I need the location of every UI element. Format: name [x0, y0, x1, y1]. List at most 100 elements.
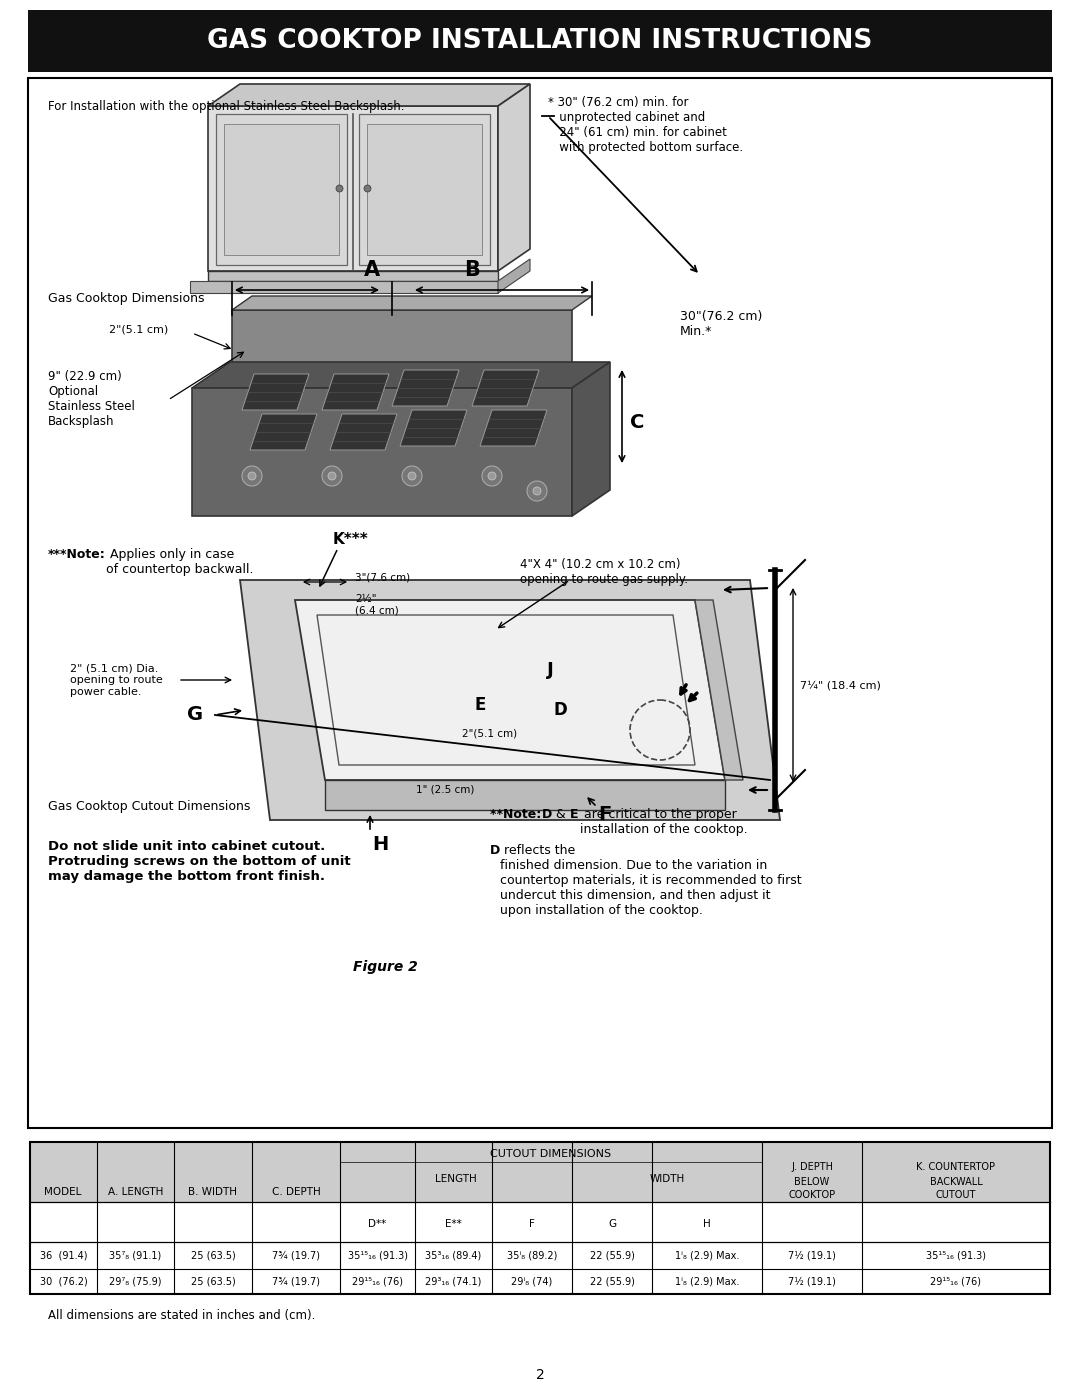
Text: * 30" (76.2 cm) min. for
   unprotected cabinet and
   24" (61 cm) min. for cabi: * 30" (76.2 cm) min. for unprotected cab… — [548, 96, 743, 154]
Text: F: F — [598, 806, 611, 824]
Text: LENGTH: LENGTH — [435, 1173, 477, 1185]
Text: A: A — [364, 260, 380, 279]
Polygon shape — [232, 296, 592, 310]
Text: **Note:: **Note: — [490, 807, 545, 821]
Text: ***Note:: ***Note: — [48, 548, 106, 562]
Polygon shape — [295, 599, 725, 780]
Polygon shape — [392, 370, 459, 407]
Polygon shape — [498, 258, 530, 293]
Text: Gas Cooktop Cutout Dimensions: Gas Cooktop Cutout Dimensions — [48, 800, 251, 813]
Text: 29ⁱ₈ (74): 29ⁱ₈ (74) — [511, 1277, 553, 1287]
Polygon shape — [400, 409, 467, 446]
Text: GAS COOKTOP INSTALLATION INSTRUCTIONS: GAS COOKTOP INSTALLATION INSTRUCTIONS — [207, 28, 873, 54]
Circle shape — [322, 467, 342, 486]
Text: BACKWALL: BACKWALL — [930, 1178, 983, 1187]
Polygon shape — [472, 370, 539, 407]
Bar — [28, 78, 1052, 1127]
Text: D: D — [490, 844, 500, 856]
Text: All dimensions are stated in inches and (cm).: All dimensions are stated in inches and … — [48, 1309, 315, 1322]
Text: 7½ (19.1): 7½ (19.1) — [788, 1277, 836, 1287]
Text: B. WIDTH: B. WIDTH — [189, 1187, 238, 1197]
Polygon shape — [696, 599, 743, 780]
Text: CUTOUT DIMENSIONS: CUTOUT DIMENSIONS — [490, 1148, 611, 1160]
Text: MODEL: MODEL — [44, 1187, 82, 1197]
Text: 1ⁱ₈ (2.9) Max.: 1ⁱ₈ (2.9) Max. — [675, 1250, 739, 1261]
Polygon shape — [242, 374, 309, 409]
Bar — [28, 10, 1052, 73]
Text: 30  (76.2): 30 (76.2) — [40, 1277, 87, 1287]
Text: CUTOUT: CUTOUT — [935, 1190, 976, 1200]
Circle shape — [482, 467, 502, 486]
Text: 35³₁₆ (89.4): 35³₁₆ (89.4) — [426, 1250, 482, 1261]
Text: J: J — [546, 661, 553, 679]
Polygon shape — [572, 362, 610, 515]
Circle shape — [328, 472, 336, 481]
Bar — [30, 1141, 1050, 1294]
Bar — [232, 310, 572, 390]
Text: are critical to the proper
installation of the cooktop.: are critical to the proper installation … — [580, 807, 752, 835]
Text: 1ⁱ₈ (2.9) Max.: 1ⁱ₈ (2.9) Max. — [675, 1277, 739, 1287]
Text: &: & — [552, 807, 570, 821]
Text: E: E — [474, 696, 486, 714]
Text: For Installation with the optional Stainless Steel Backsplash.: For Installation with the optional Stain… — [48, 101, 405, 113]
Text: 30"(76.2 cm)
Min.*: 30"(76.2 cm) Min.* — [680, 310, 762, 338]
Text: 35ⁱ₈ (89.2): 35ⁱ₈ (89.2) — [507, 1250, 557, 1261]
Bar — [208, 271, 498, 281]
Text: A. LENGTH: A. LENGTH — [108, 1187, 164, 1197]
Polygon shape — [325, 780, 725, 810]
Text: K***: K*** — [333, 532, 368, 548]
Text: Figure 2: Figure 2 — [353, 960, 417, 974]
Text: 2"(5.1 cm): 2"(5.1 cm) — [462, 728, 517, 738]
Polygon shape — [192, 362, 610, 388]
Polygon shape — [208, 84, 530, 106]
Bar — [208, 106, 498, 271]
Text: J. DEPTH: J. DEPTH — [791, 1162, 833, 1172]
Bar — [359, 115, 490, 265]
Text: 9" (22.9 cm)
Optional
Stainless Steel
Backsplash: 9" (22.9 cm) Optional Stainless Steel Ba… — [48, 370, 135, 427]
Text: D**: D** — [368, 1220, 387, 1229]
Text: H: H — [372, 835, 388, 855]
Polygon shape — [322, 374, 389, 409]
Text: D: D — [542, 807, 552, 821]
Text: D: D — [553, 701, 567, 719]
Text: Applies only in case
of countertop backwall.: Applies only in case of countertop backw… — [106, 548, 254, 576]
Polygon shape — [480, 409, 546, 446]
Text: 36  (91.4): 36 (91.4) — [40, 1250, 87, 1261]
Text: 35⁷₈ (91.1): 35⁷₈ (91.1) — [109, 1250, 162, 1261]
Text: 4"X 4" (10.2 cm x 10.2 cm)
opening to route gas supply.: 4"X 4" (10.2 cm x 10.2 cm) opening to ro… — [519, 557, 688, 585]
Circle shape — [402, 467, 422, 486]
Polygon shape — [498, 84, 530, 271]
Text: 25 (63.5): 25 (63.5) — [191, 1277, 235, 1287]
Text: COOKTOP: COOKTOP — [788, 1190, 836, 1200]
Bar — [30, 1141, 1050, 1201]
Text: 3"(7.6 cm): 3"(7.6 cm) — [355, 573, 410, 583]
Text: 2"(5.1 cm): 2"(5.1 cm) — [109, 326, 168, 335]
Text: C: C — [630, 412, 645, 432]
Text: E**: E** — [445, 1220, 462, 1229]
Text: 29¹⁵₁₆ (76): 29¹⁵₁₆ (76) — [352, 1277, 403, 1287]
Circle shape — [408, 472, 416, 481]
Circle shape — [534, 488, 541, 495]
Text: 2½"
(6.4 cm): 2½" (6.4 cm) — [355, 594, 399, 616]
Text: G: G — [608, 1220, 616, 1229]
Text: G: G — [187, 705, 203, 725]
Text: F: F — [529, 1220, 535, 1229]
Text: 7¾ (19.7): 7¾ (19.7) — [272, 1277, 320, 1287]
Text: Gas Cooktop Dimensions: Gas Cooktop Dimensions — [48, 292, 204, 305]
Text: 29⁷₈ (75.9): 29⁷₈ (75.9) — [109, 1277, 162, 1287]
Text: B: B — [464, 260, 480, 279]
Text: 35¹⁵₁₆ (91.3): 35¹⁵₁₆ (91.3) — [348, 1250, 407, 1261]
Polygon shape — [330, 414, 397, 450]
Bar — [367, 124, 482, 256]
Text: 1" (2.5 cm): 1" (2.5 cm) — [416, 785, 474, 795]
Text: 7¼" (18.4 cm): 7¼" (18.4 cm) — [800, 680, 881, 690]
Text: 25 (63.5): 25 (63.5) — [191, 1250, 235, 1261]
Text: reflects the
finished dimension. Due to the variation in
countertop materials, i: reflects the finished dimension. Due to … — [500, 844, 801, 916]
Circle shape — [527, 481, 546, 502]
Text: 29¹⁵₁₆ (76): 29¹⁵₁₆ (76) — [931, 1277, 982, 1287]
Text: E: E — [570, 807, 579, 821]
Text: 7¾ (19.7): 7¾ (19.7) — [272, 1250, 320, 1261]
Text: 35¹⁵₁₆ (91.3): 35¹⁵₁₆ (91.3) — [926, 1250, 986, 1261]
Text: 7½ (19.1): 7½ (19.1) — [788, 1250, 836, 1261]
Circle shape — [242, 467, 262, 486]
